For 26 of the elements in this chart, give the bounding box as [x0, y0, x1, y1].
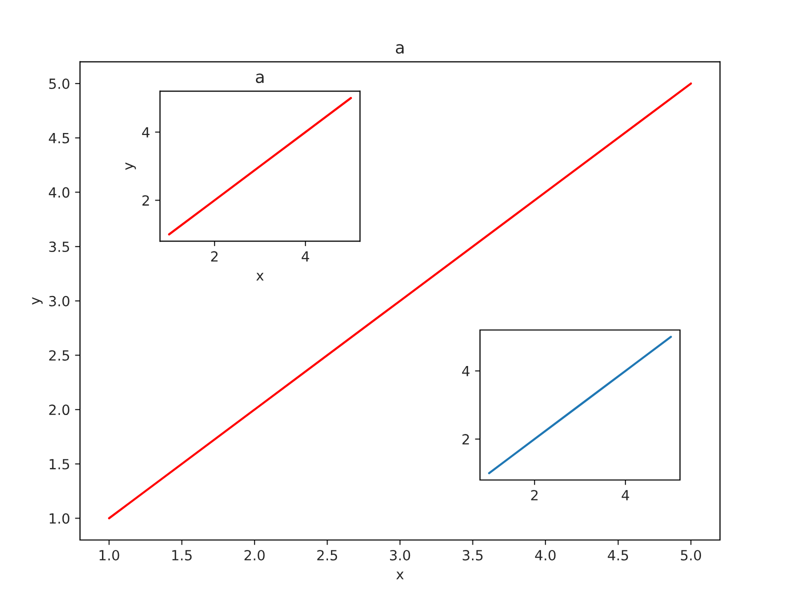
line-series [108, 82, 692, 520]
y-tick-label: 1.0 [50, 513, 70, 524]
line-series [168, 96, 352, 236]
line-series [488, 336, 672, 474]
x-tick-label: 5.0 [680, 550, 702, 560]
y-tick-label: 4.0 [48, 187, 70, 198]
x-axis-title: x [396, 572, 404, 580]
y-axis-title: y [32, 297, 43, 305]
y-tick-label: 2.5 [49, 350, 70, 361]
chart-title: a [396, 44, 404, 54]
x-tick-label: 1.0 [100, 550, 120, 560]
x-axis-title: x [256, 272, 264, 280]
y-tick-label: 5.0 [49, 78, 70, 90]
x-tick-label: 3.0 [390, 550, 410, 560]
x-tick-label: 4.0 [535, 550, 556, 560]
y-tick-label: 1.5 [50, 459, 70, 470]
x-tick-label: 2.5 [317, 550, 338, 560]
y-tick-label: 3.5 [49, 242, 70, 252]
y-tick-label: 2.0 [49, 404, 70, 416]
x-tick-label: 4.5 [608, 550, 628, 560]
x-tick-label: 1.5 [172, 550, 192, 560]
y-tick-label: 3.0 [49, 296, 70, 306]
chart-title: a [256, 74, 264, 84]
x-tick-label: 2.0 [244, 550, 265, 560]
y-axis-title: y [125, 162, 136, 170]
y-tick-label: 4.5 [48, 133, 70, 144]
